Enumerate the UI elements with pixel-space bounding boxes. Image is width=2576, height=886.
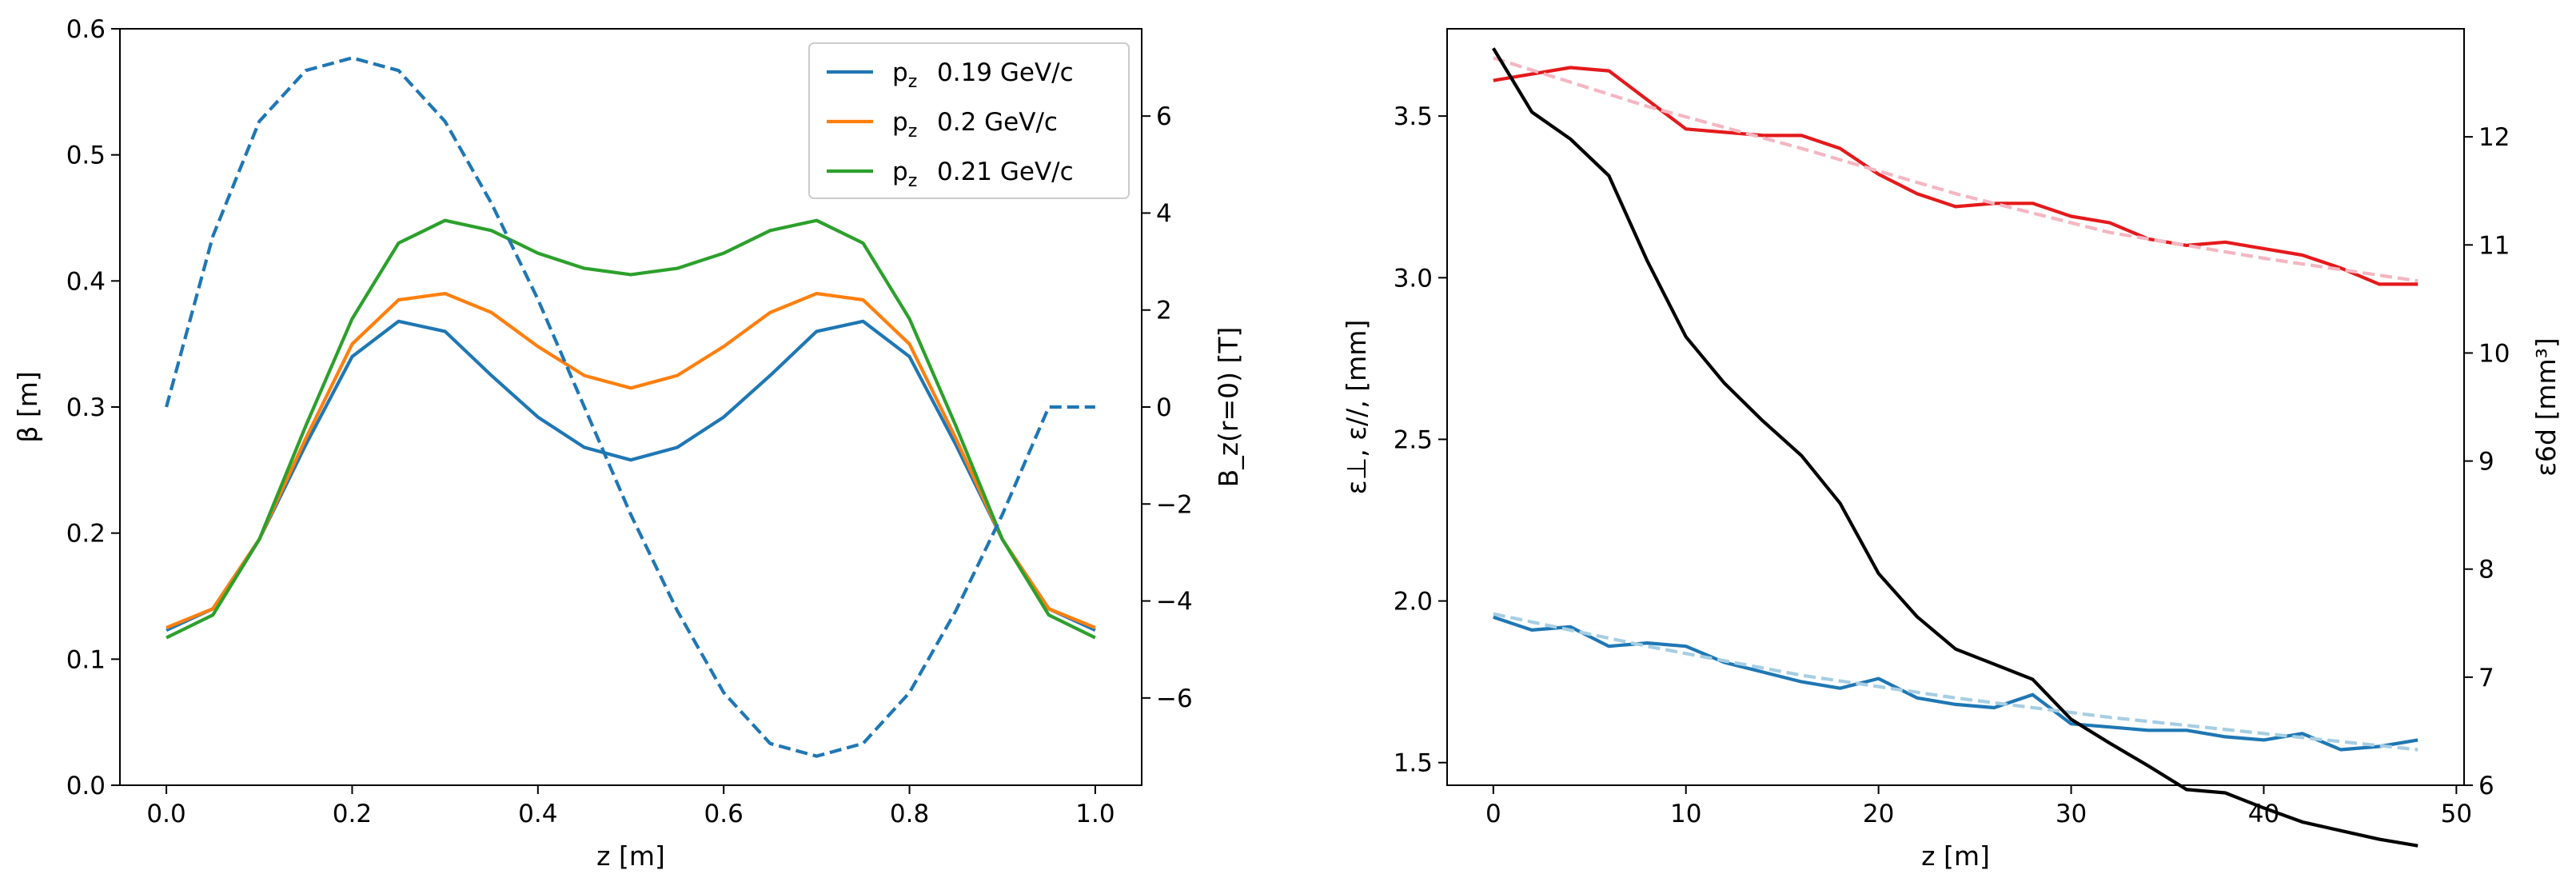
series-line-1 — [165, 292, 1096, 629]
y2-axis-label: ε6d [mm³] — [2530, 337, 2562, 477]
legend-label-2: pz 0.21 GeV/c — [892, 158, 1074, 191]
y-tick-label: 0.4 — [66, 267, 106, 296]
series-line-2 — [1493, 615, 2418, 752]
series-line-3 — [1493, 612, 2418, 752]
y-tick-label: 0.3 — [66, 393, 106, 422]
x-tick-label: 0.4 — [518, 800, 557, 828]
beta-bz-chart: 0.0 0.2 0.4 0.6 0.8 1.0 0.0 0.1 0.2 0.3 0.4 0.5 0.6 −… — [12, 15, 1244, 872]
y-tick-label: 2.5 — [1394, 425, 1433, 454]
y2-tick-label: 8 — [2478, 556, 2494, 585]
x-tick-label: 20 — [1863, 800, 1894, 828]
x-tick-label: 1.0 — [1075, 800, 1115, 828]
y-tick-label: 0.5 — [66, 142, 106, 170]
y-tick-label: 3.5 — [1394, 102, 1433, 131]
y-axis-label: β [m] — [12, 371, 43, 442]
series-line-4 — [1492, 47, 2418, 848]
y2-tick-label: 11 — [2478, 231, 2510, 260]
series-line-1 — [1493, 56, 2418, 283]
x-axis-label: z [m] — [596, 840, 665, 872]
plot-frame — [1446, 28, 2465, 786]
series-line-0 — [1493, 66, 2418, 286]
y2-tick-label: 10 — [2478, 339, 2510, 368]
y2-tick-label: 0 — [1156, 393, 1172, 422]
y2-tick-label: 12 — [2478, 123, 2510, 152]
x-tick-label: 0.6 — [704, 800, 744, 828]
y2-tick-label: −6 — [1156, 684, 1193, 713]
y2-tick-label: 2 — [1156, 297, 1172, 325]
y-tick-label: 0.2 — [66, 520, 106, 549]
x-tick-label: 50 — [2441, 800, 2472, 828]
y2-tick-label: 9 — [2478, 448, 2494, 477]
emittance-chart: 0 10 20 30 40 50 1.5 2.0 2.5 3.0 3.5 6 7 8 9 10 11 12 z [m… — [1341, 28, 2562, 872]
y2-axis-label: B_z(r=0) [T] — [1213, 327, 1244, 488]
x-tick-label: 0.8 — [890, 800, 929, 828]
x-tick-label: 30 — [2056, 800, 2087, 828]
y-tick-label: 0.6 — [66, 15, 106, 44]
y-axis-label: ε⊥, ε//, [mm] — [1341, 320, 1372, 495]
y-tick-label: 0.0 — [66, 772, 106, 800]
legend-box — [808, 42, 1130, 199]
x-tick-label: 0.0 — [146, 800, 185, 828]
legend-label-0: pz 0.19 GeV/c — [892, 58, 1074, 92]
y-tick-label: 1.5 — [1394, 749, 1433, 778]
x-tick-label: 10 — [1670, 800, 1701, 828]
x-tick-label: 0.2 — [333, 800, 372, 828]
y-tick-label: 2.0 — [1394, 588, 1433, 617]
y2-tick-label: 6 — [2478, 772, 2494, 800]
series-line-2 — [165, 218, 1096, 640]
y2-tick-label: 6 — [1156, 102, 1172, 131]
series-line-3 — [165, 56, 1095, 758]
y2-tick-label: 4 — [1156, 199, 1172, 228]
y2-tick-label: −4 — [1156, 588, 1193, 617]
series-line-0 — [165, 319, 1096, 633]
legend-label-1: pz 0.2 GeV/c — [892, 108, 1058, 142]
x-tick-label: 0 — [1485, 800, 1501, 828]
y-tick-label: 0.1 — [66, 645, 106, 674]
y2-tick-label: −2 — [1156, 490, 1193, 519]
x-axis-label: z [m] — [1921, 840, 1990, 872]
y-tick-label: 3.0 — [1394, 264, 1433, 293]
x-tick-label: 40 — [2248, 800, 2279, 828]
y2-tick-label: 7 — [2478, 664, 2494, 692]
